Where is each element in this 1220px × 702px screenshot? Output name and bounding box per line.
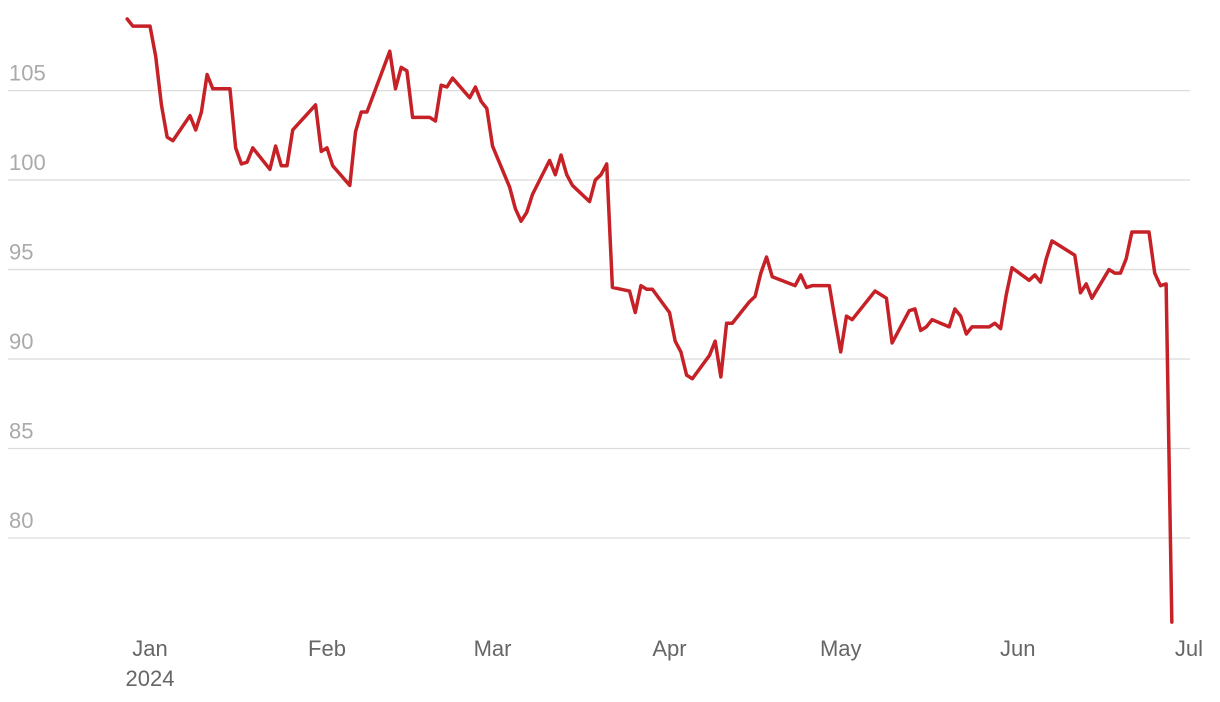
x-tick-label: May [820,636,862,661]
y-tick-label: 80 [9,508,33,533]
y-tick-label: 105 [9,61,46,86]
data-line [125,17,1174,624]
y-tick-label: 85 [9,419,33,444]
y-tick-label: 95 [9,240,33,265]
y-tick-label: 90 [9,329,33,354]
x-tick-label: Jun [1000,636,1035,661]
x-tick-label: Feb [308,636,346,661]
x-tick-label: Jan 2024 [126,636,175,691]
x-tick-label: Jul [1175,636,1203,661]
x-tick-label: Apr [652,636,686,661]
y-tick-label: 100 [9,150,46,175]
x-tick-label: Mar [474,636,512,661]
